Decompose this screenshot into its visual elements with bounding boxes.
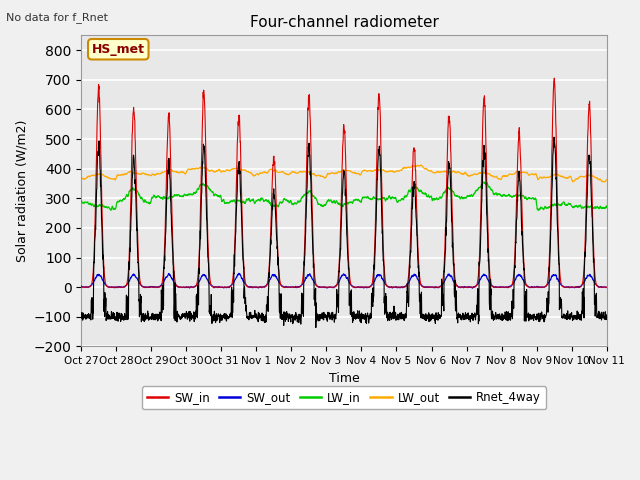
Text: HS_met: HS_met — [92, 43, 145, 56]
Legend: SW_in, SW_out, LW_in, LW_out, Rnet_4way: SW_in, SW_out, LW_in, LW_out, Rnet_4way — [142, 386, 546, 409]
X-axis label: Time: Time — [328, 372, 359, 384]
Y-axis label: Solar radiation (W/m2): Solar radiation (W/m2) — [15, 120, 28, 262]
Text: No data for f_Rnet: No data for f_Rnet — [6, 12, 108, 23]
Title: Four-channel radiometer: Four-channel radiometer — [250, 15, 438, 30]
